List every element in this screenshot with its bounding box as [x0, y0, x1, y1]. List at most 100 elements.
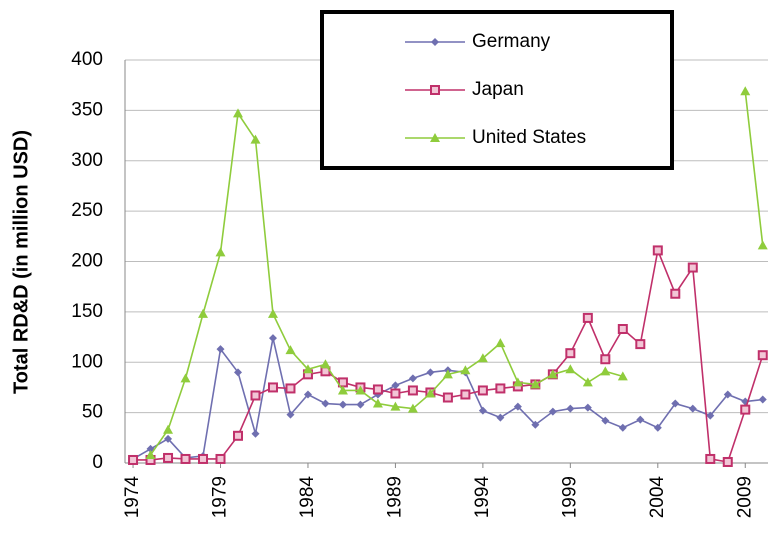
marker: [495, 338, 506, 348]
marker: [478, 406, 487, 415]
legend: Germany Japan United States: [320, 10, 674, 170]
marker: [232, 430, 243, 441]
marker: [652, 245, 663, 256]
marker: [723, 390, 732, 399]
marker: [250, 390, 261, 401]
marker: [390, 401, 401, 411]
marker: [426, 368, 435, 377]
marker: [548, 407, 557, 416]
legend-box: [320, 10, 674, 170]
marker: [530, 379, 541, 389]
marker: [285, 345, 296, 355]
marker: [372, 398, 383, 408]
y-tick-label: 350: [71, 99, 103, 120]
marker: [496, 413, 505, 422]
marker: [442, 369, 453, 379]
marker: [215, 247, 226, 257]
marker: [582, 377, 593, 387]
marker: [286, 410, 295, 419]
marker: [722, 456, 733, 467]
x-tick-label: 1979: [210, 476, 231, 518]
marker: [617, 324, 628, 335]
marker: [495, 383, 506, 394]
marker: [233, 368, 242, 377]
marker: [600, 366, 611, 376]
marker: [215, 453, 226, 464]
marker: [268, 334, 277, 343]
x-tick-label: 1994: [472, 476, 493, 519]
marker: [583, 403, 592, 412]
marker: [565, 348, 576, 359]
marker: [302, 364, 313, 374]
marker: [232, 108, 243, 118]
marker: [391, 381, 400, 390]
marker: [267, 308, 278, 318]
x-tick-label: 2004: [647, 476, 668, 519]
marker: [706, 411, 715, 420]
y-axis-label: Total RD&D (in million USD): [10, 130, 32, 394]
marker: [600, 354, 611, 365]
marker: [164, 434, 173, 443]
marker: [430, 85, 440, 95]
marker: [163, 452, 174, 463]
marker: [757, 240, 768, 250]
marker: [303, 390, 312, 399]
x-tick-label: 1989: [384, 476, 405, 518]
x-tick-label: 1999: [559, 476, 580, 518]
marker: [321, 399, 330, 408]
marker: [430, 133, 440, 142]
marker: [477, 353, 488, 363]
marker: [513, 402, 522, 411]
marker: [442, 392, 453, 403]
marker: [547, 369, 558, 379]
marker: [163, 424, 174, 434]
marker: [337, 385, 348, 395]
marker: [635, 339, 646, 350]
marker: [740, 404, 751, 415]
legend-label: United States: [472, 127, 586, 148]
marker: [582, 312, 593, 323]
marker: [338, 400, 347, 409]
marker: [477, 385, 488, 396]
marker: [688, 404, 697, 413]
y-tick-label: 200: [71, 251, 103, 272]
y-tick-label: 150: [71, 301, 103, 322]
marker: [425, 388, 436, 398]
marker: [355, 385, 366, 395]
marker: [407, 403, 418, 413]
marker: [758, 395, 767, 404]
marker: [216, 345, 225, 354]
marker: [145, 449, 156, 459]
series-line: [149, 111, 624, 456]
marker: [705, 453, 716, 464]
marker: [653, 423, 662, 432]
marker: [617, 371, 628, 381]
y-tick-label: 250: [71, 200, 103, 221]
marker: [460, 365, 471, 375]
marker: [251, 429, 260, 438]
y-tick-label: 50: [82, 402, 103, 423]
marker: [687, 262, 698, 273]
y-tick-label: 0: [92, 452, 103, 473]
marker: [740, 86, 751, 96]
marker: [512, 377, 523, 387]
x-tick-label: 2009: [734, 476, 755, 518]
marker: [531, 420, 540, 429]
marker: [180, 453, 191, 464]
marker: [636, 415, 645, 424]
marker: [180, 373, 191, 383]
series-line: [133, 247, 764, 463]
marker: [407, 385, 418, 396]
marker: [670, 288, 681, 299]
y-tick-label: 400: [71, 49, 103, 70]
marker: [757, 350, 768, 361]
legend-label: Germany: [472, 31, 551, 52]
marker: [565, 364, 576, 374]
marker: [601, 416, 610, 425]
y-tick-label: 100: [71, 351, 103, 372]
series-line: [744, 91, 764, 246]
legend-label: Japan: [472, 79, 524, 100]
marker: [460, 389, 471, 400]
marker: [267, 382, 278, 393]
